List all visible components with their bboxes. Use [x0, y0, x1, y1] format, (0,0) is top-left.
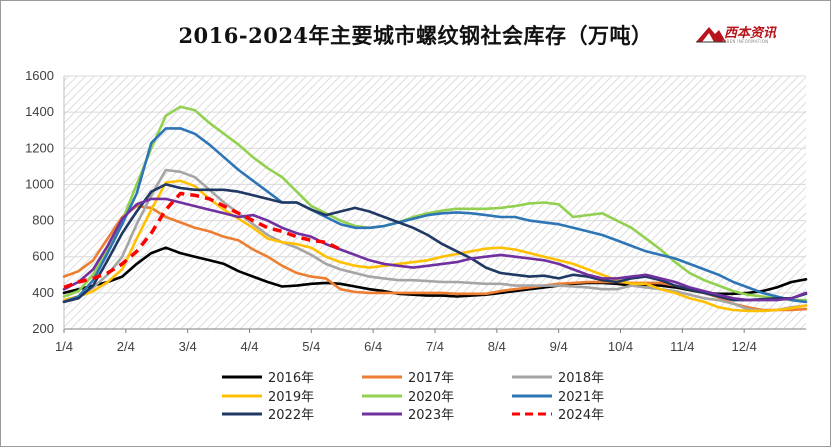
legend-label: 2019年: [268, 390, 314, 405]
legend-label: 2022年: [268, 408, 314, 423]
brand-name: 西本资讯: [724, 26, 777, 41]
x-tick-label: 3/4: [179, 339, 197, 354]
series-line-2024年: [63, 191, 342, 290]
series-line-2020年: [62, 105, 808, 302]
series-line-2016年: [62, 246, 808, 298]
brand-subtitle: XIBEN INFORMATION: [722, 39, 769, 44]
legend: 2016年 2017年 2018年 2019年 2020年 2021年 2022年 2023年…: [222, 371, 604, 423]
series-line-2023年: [62, 197, 808, 302]
legend-label: 2016年: [268, 371, 314, 386]
brand-mountain-icon: [696, 27, 726, 43]
y-tick-label: 1600: [25, 68, 54, 83]
y-tick-label: 1400: [25, 104, 54, 119]
x-tick-label: 12/4: [732, 339, 757, 354]
y-tick-label: 1000: [25, 176, 54, 191]
x-tick-label: 7/4: [426, 339, 444, 354]
series-line-2019年: [62, 179, 808, 313]
y-tick-label: 200: [32, 321, 54, 336]
series-line-2021年: [62, 127, 808, 304]
x-tick-label: 10/4: [608, 339, 633, 354]
legend-label: 2021年: [558, 390, 604, 405]
x-tick-label: 4/4: [240, 339, 258, 354]
legend-label: 2023年: [408, 408, 454, 423]
legend-label: 2018年: [558, 371, 604, 386]
series-lines: [62, 105, 808, 313]
legend-label: 2017年: [408, 371, 454, 386]
x-tick-label: 9/4: [550, 339, 568, 354]
brand-logo: 西本资讯 XIBEN INFORMATION: [696, 22, 800, 48]
legend-label: 2020年: [408, 390, 454, 405]
y-tick-label: 800: [32, 213, 54, 228]
y-tick-label: 1200: [25, 140, 54, 155]
x-tick-label: 2/4: [117, 339, 135, 354]
chart-title: 2016-2024年主要城市螺纹钢社会库存（万吨）: [178, 23, 653, 48]
y-tick-label: 600: [32, 249, 54, 264]
x-tick-label: 1/4: [55, 339, 73, 354]
x-tick-label: 11/4: [670, 339, 694, 354]
series-line-2022年: [62, 183, 808, 304]
y-tick-label: 400: [32, 285, 54, 300]
x-tick-label: 6/4: [364, 339, 382, 354]
x-tick-label: 8/4: [488, 339, 506, 354]
series-line-2018年: [62, 168, 808, 313]
legend-label: 2024年: [558, 408, 604, 423]
x-tick-label: 5/4: [302, 339, 320, 354]
